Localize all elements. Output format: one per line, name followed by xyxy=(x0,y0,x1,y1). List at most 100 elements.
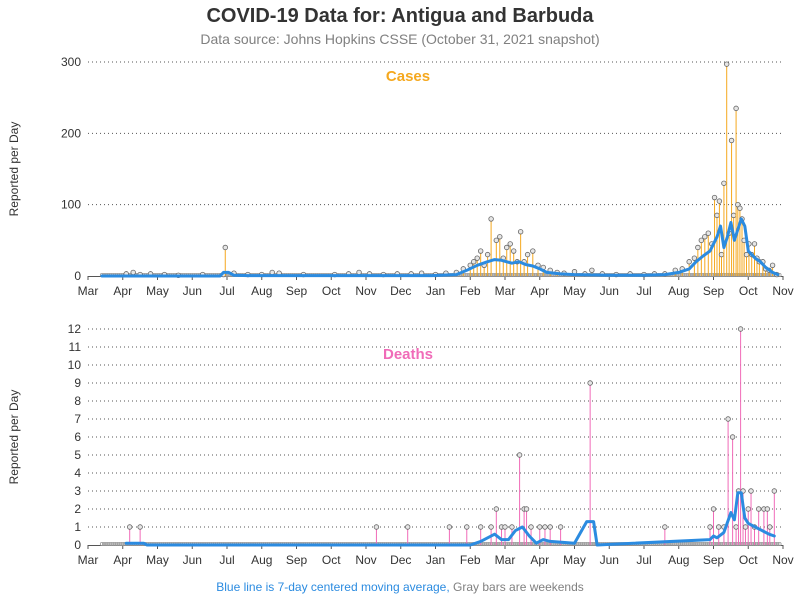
deaths-x-tick-label: Jul xyxy=(219,553,234,567)
cases-baseline-marker xyxy=(523,272,528,277)
deaths-baseline-marker xyxy=(583,542,588,547)
cases-baseline-marker xyxy=(464,272,469,277)
cases-spike-marker xyxy=(737,205,743,211)
deaths-x-tick-label: Sep xyxy=(703,553,725,567)
deaths-spike-marker xyxy=(137,524,143,530)
cases-x-tick-label: May xyxy=(563,284,586,298)
cases-spike-marker xyxy=(222,244,228,251)
deaths-spike-marker xyxy=(745,506,751,512)
deaths-x-tick-label: Feb xyxy=(460,553,481,567)
cases-spike-marker xyxy=(716,198,723,204)
deaths-baseline-marker xyxy=(775,542,780,547)
cases-spike-marker xyxy=(493,237,500,244)
cases-x-tick-label: Apr xyxy=(113,284,132,298)
cases-spike-marker xyxy=(686,259,692,265)
cases-spike-marker xyxy=(589,267,595,273)
deaths-baseline-marker xyxy=(99,542,104,547)
deaths-baseline-marker xyxy=(521,542,526,547)
deaths-y-tick-label: 0 xyxy=(74,538,81,552)
deaths-baseline-marker xyxy=(110,542,115,547)
deaths-baseline-marker xyxy=(506,542,511,547)
deaths-y-tick-label: 11 xyxy=(69,340,82,354)
cases-spike-marker xyxy=(724,61,730,67)
cases-baseline-marker xyxy=(679,272,684,277)
deaths-baseline-marker xyxy=(502,542,507,547)
cases-spike-marker xyxy=(711,194,718,201)
deaths-baseline-marker xyxy=(114,542,119,547)
deaths-spike-marker xyxy=(748,488,754,494)
deaths-baseline-marker xyxy=(120,542,125,547)
deaths-spike-marker xyxy=(488,524,494,530)
cases-x-tick-label: Aug xyxy=(668,284,689,298)
deaths-y-tick-label: 7 xyxy=(74,412,81,426)
cases-moving-average-line xyxy=(100,217,780,278)
deaths-spike-marker xyxy=(755,506,762,512)
deaths-x-tick-label: May xyxy=(146,553,169,567)
deaths-y-tick-label: 1 xyxy=(74,520,81,534)
deaths-y-tick-label: 9 xyxy=(74,376,81,390)
cases-baseline-marker xyxy=(471,272,476,277)
cases-y-tick-label: 200 xyxy=(61,126,81,140)
deaths-spike-marker xyxy=(516,452,523,458)
deaths-baseline-marker xyxy=(687,542,692,547)
deaths-baseline-marker xyxy=(773,542,778,547)
cases-spike-marker xyxy=(356,269,362,276)
cases-baseline-marker xyxy=(698,272,703,277)
cases-baseline-marker xyxy=(510,272,515,277)
cases-y-tick-label: 100 xyxy=(61,198,81,212)
deaths-spike-marker xyxy=(126,524,133,530)
deaths-spike-marker xyxy=(464,524,470,530)
deaths-baseline-marker xyxy=(541,542,546,547)
deaths-spike-marker xyxy=(537,524,543,530)
deaths-baseline-marker xyxy=(721,542,726,547)
deaths-baseline-marker xyxy=(683,542,688,547)
cases-spike-marker xyxy=(269,269,275,276)
cases-spike-marker xyxy=(474,255,480,261)
deaths-x-tick-label: Dec xyxy=(390,553,411,567)
deaths-baseline-marker xyxy=(510,542,515,547)
deaths-x-tick-label: Jun xyxy=(183,553,202,567)
cases-x-tick-label: Jun xyxy=(183,284,202,298)
deaths-baseline-marker xyxy=(719,542,724,547)
deaths-baseline-marker xyxy=(689,542,694,547)
deaths-spike-marker xyxy=(477,524,484,530)
deaths-baseline-marker xyxy=(516,542,521,547)
cases-spike-marker xyxy=(471,259,477,265)
deaths-baseline-marker xyxy=(692,542,697,547)
deaths-baseline-marker xyxy=(777,542,782,547)
deaths-y-tick-label: 10 xyxy=(68,358,82,372)
deaths-y-axis-label: Reported per Day xyxy=(7,390,21,485)
deaths-baseline-marker xyxy=(731,542,736,547)
cases-x-tick-label: Sep xyxy=(286,284,308,298)
cases-spike-marker xyxy=(691,255,698,261)
deaths-x-tick-label: Nov xyxy=(772,553,793,567)
deaths-spike-marker xyxy=(764,506,771,512)
cases-baseline-marker xyxy=(489,272,494,277)
cases-y-tick-label: 300 xyxy=(61,55,81,69)
cases-spike-marker xyxy=(504,244,510,251)
cases-baseline-marker xyxy=(541,272,546,277)
cases-baseline-marker xyxy=(468,272,473,277)
cases-x-tick-label: Nov xyxy=(355,284,376,298)
deaths-baseline-marker xyxy=(512,542,517,547)
cases-baseline-marker xyxy=(533,272,538,277)
deaths-spike-marker xyxy=(373,524,380,530)
deaths-baseline-marker xyxy=(116,542,121,547)
deaths-baseline-marker xyxy=(698,542,703,547)
cases-baseline-marker xyxy=(683,272,688,277)
deaths-baseline-marker xyxy=(104,542,109,547)
deaths-baseline-marker xyxy=(500,542,505,547)
cases-x-tick-label: Jul xyxy=(636,284,651,298)
deaths-spike-marker xyxy=(542,524,548,530)
deaths-baseline-marker xyxy=(581,542,586,547)
cases-x-tick-label: Mar xyxy=(78,284,99,298)
deaths-moving-average-line xyxy=(124,491,776,547)
deaths-baseline-marker xyxy=(489,542,494,547)
deaths-spike-marker xyxy=(502,524,508,530)
deaths-baseline-marker xyxy=(577,542,582,547)
cases-spike-marker xyxy=(702,234,708,240)
cases-spike-marker xyxy=(530,248,536,254)
cases-baseline-marker xyxy=(491,272,496,277)
cases-x-tick-label: Jun xyxy=(600,284,619,298)
